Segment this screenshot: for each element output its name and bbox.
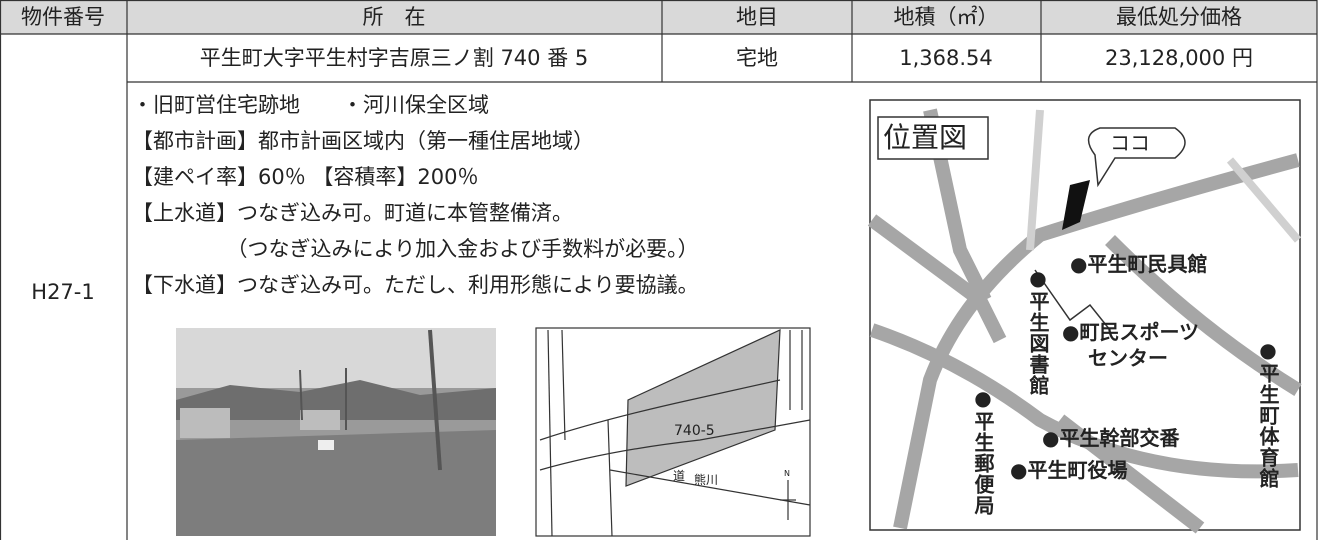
photo (176, 328, 496, 536)
plat-map (535, 327, 811, 537)
detail-line: 【都市計画】都市計画区域内（第一種住居地域） (132, 129, 594, 153)
property-id: H27-1 (31, 280, 95, 304)
detail-line: 【上水道】つなぎ込み可。町道に本管整備済。 (132, 201, 573, 225)
map-marker: ココ (1110, 131, 1150, 155)
lot-label: 740-5 (674, 423, 715, 439)
detail-line: 【下水道】つなぎ込み可。ただし、利用形態により要協議。 (132, 273, 699, 297)
north-label: N (784, 469, 790, 478)
detail-line: ・旧町営住宅跡地 ・河川保全区域 (132, 93, 489, 117)
header-cell: 物件番号 (21, 5, 105, 29)
header-cell: 地目 (736, 5, 778, 29)
place: ●平生図書館 (1026, 266, 1050, 396)
location-map (867, 99, 1302, 534)
place: センター (1088, 346, 1168, 370)
river-label: 熊川 (694, 473, 719, 487)
detail-line: 【建ペイ率】60％ 【容積率】200％ (132, 165, 479, 189)
location: 平生町大字平生村字吉原三ノ割 740 番 5 (199, 46, 589, 70)
road-label: 道 (673, 469, 686, 483)
map-title: 位置図 (883, 121, 968, 154)
place: ●平生町民具館 (1070, 252, 1208, 276)
place: ●平生幹部交番 (1042, 426, 1180, 450)
header-cell: 最低処分価格 (1116, 5, 1242, 29)
header-cell: 所 在 (362, 5, 426, 29)
land-type: 宅地 (736, 46, 778, 70)
header-cell: 地積（㎡） (893, 5, 999, 29)
place: ●平生郵便局 (971, 386, 995, 516)
place: ●平生町体育館 (1256, 338, 1280, 489)
price: 23,128,000 円 (1105, 46, 1253, 70)
detail-line: （つなぎ込みにより加入金および手数料が必要。） (132, 237, 699, 261)
header-bg (0, 0, 1317, 34)
place: ●町民スポーツ (1062, 320, 1200, 344)
area: 1,368.54 (899, 46, 993, 70)
place: ●平生町役場 (1010, 458, 1128, 482)
